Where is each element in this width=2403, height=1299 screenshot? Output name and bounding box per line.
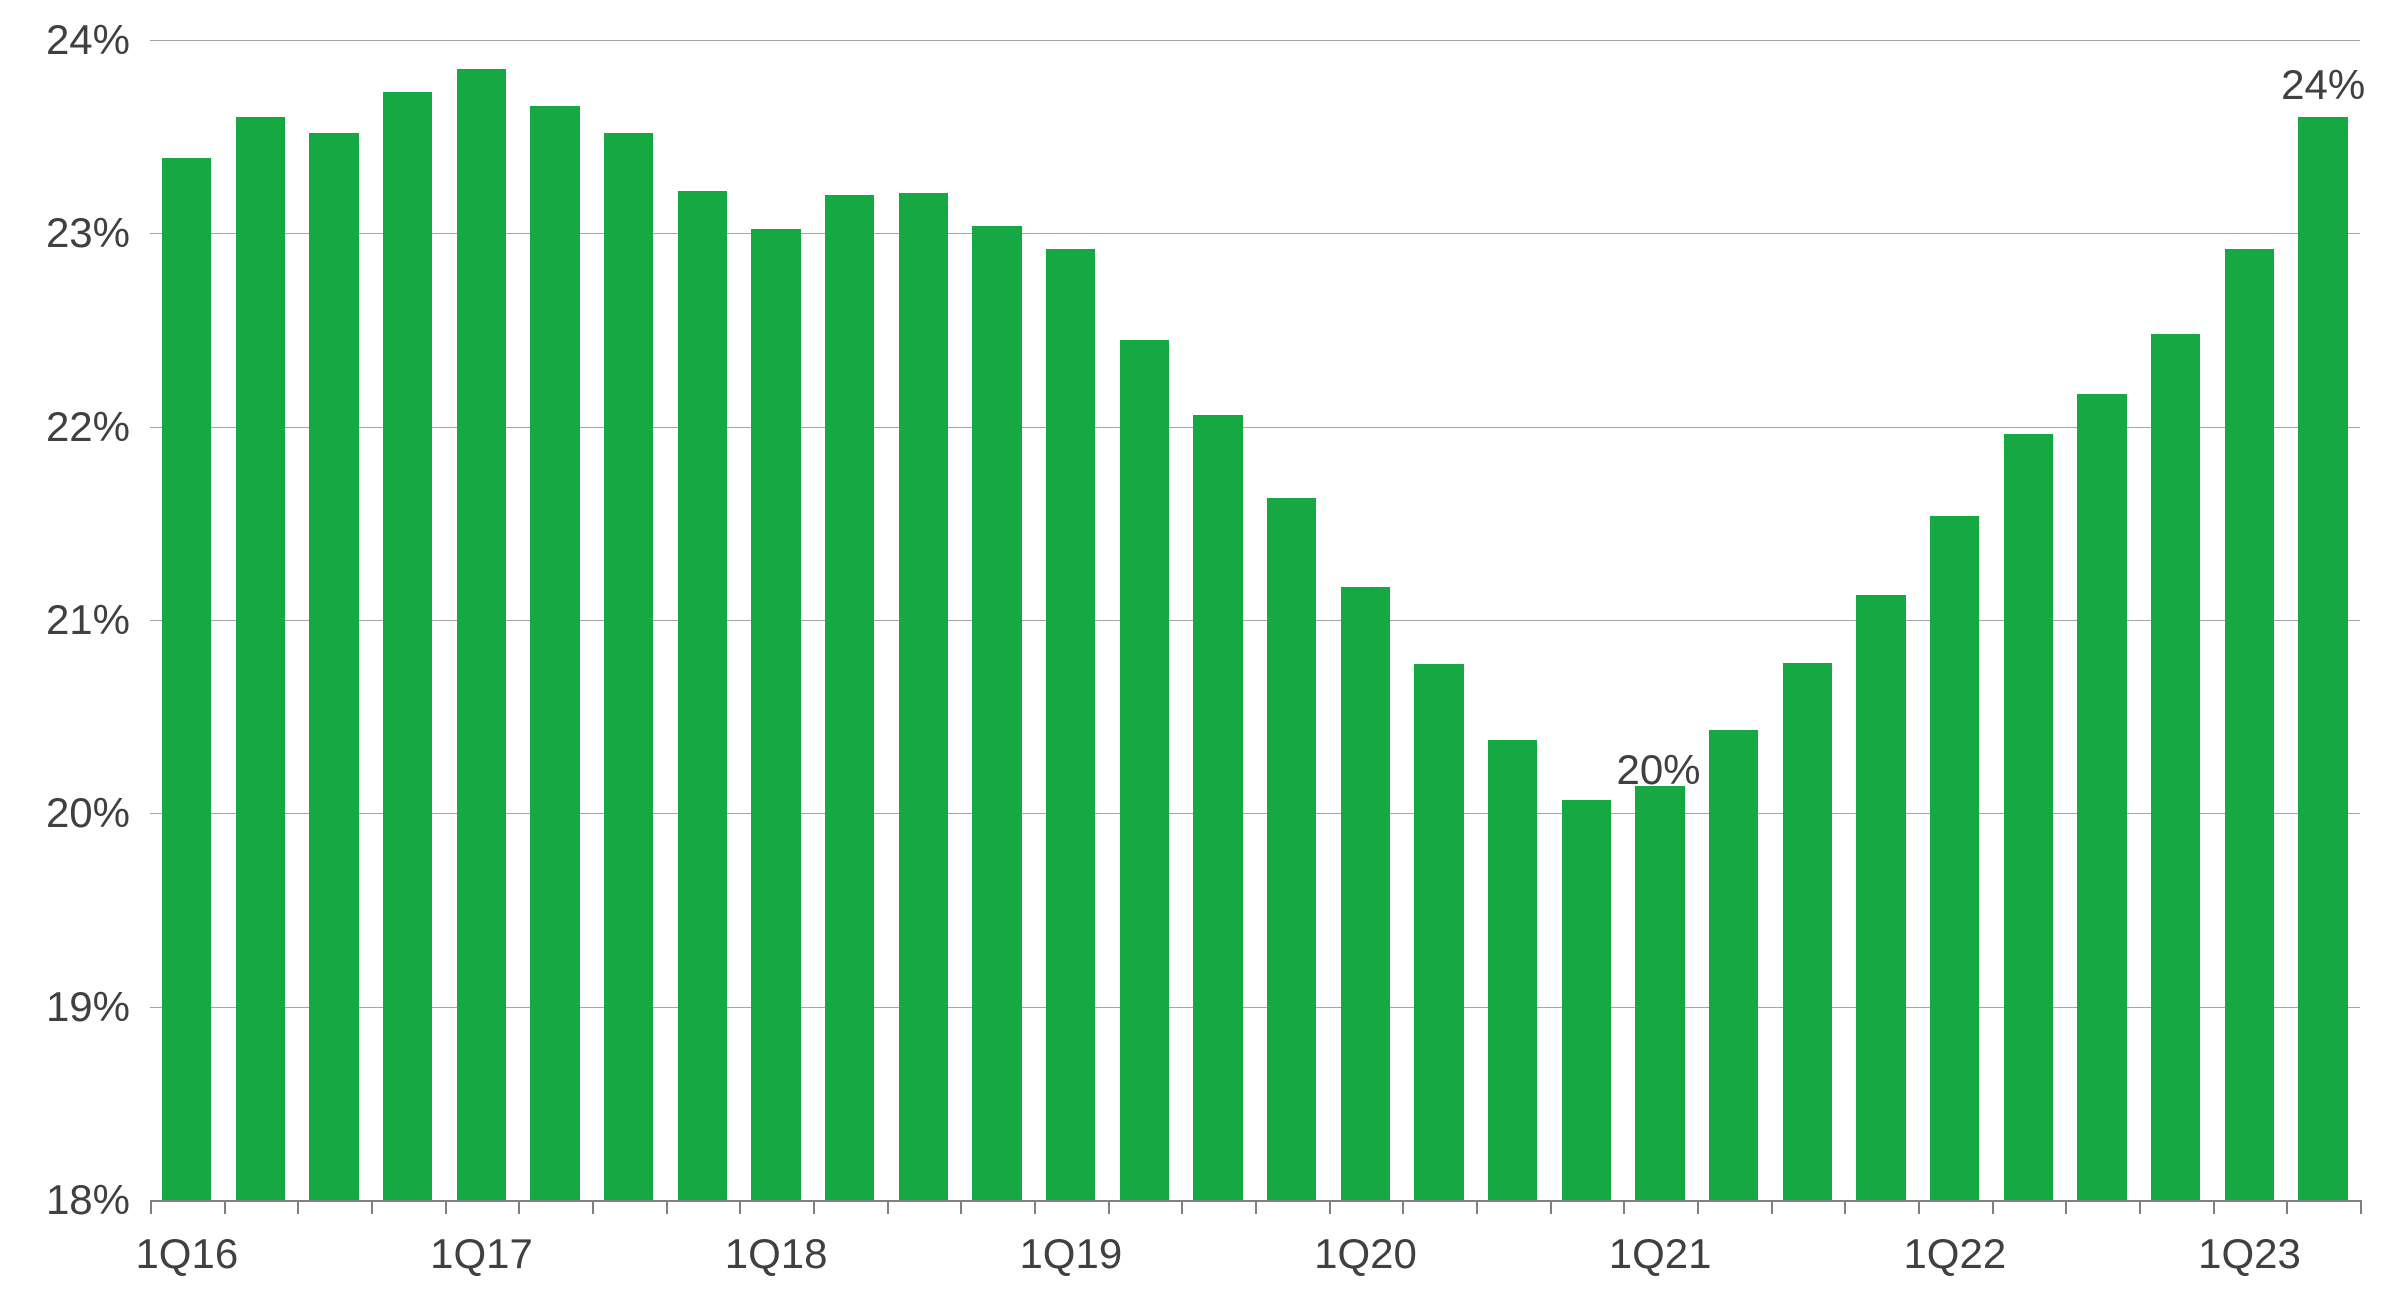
x-tick-mark bbox=[960, 1200, 962, 1214]
x-tick-mark bbox=[1402, 1200, 1404, 1214]
bar bbox=[457, 69, 506, 1200]
x-tick-mark bbox=[297, 1200, 299, 1214]
bar bbox=[2298, 117, 2347, 1200]
bar bbox=[236, 117, 285, 1200]
gridline bbox=[150, 40, 2360, 41]
x-tick-mark bbox=[666, 1200, 668, 1214]
x-tick-mark bbox=[1697, 1200, 1699, 1214]
bar bbox=[1193, 415, 1242, 1200]
bar bbox=[2151, 334, 2200, 1200]
bar bbox=[751, 229, 800, 1200]
x-tick-label: 1Q20 bbox=[1314, 1230, 1417, 1278]
bar bbox=[899, 193, 948, 1200]
bar bbox=[1414, 664, 1463, 1200]
bar bbox=[383, 92, 432, 1200]
x-tick-mark bbox=[1108, 1200, 1110, 1214]
bar bbox=[1562, 800, 1611, 1200]
x-tick-label: 1Q22 bbox=[1903, 1230, 2006, 1278]
y-tick-label: 19% bbox=[0, 983, 130, 1031]
x-tick-label: 1Q23 bbox=[2198, 1230, 2301, 1278]
bar bbox=[604, 133, 653, 1200]
bar-data-label: 20% bbox=[1616, 746, 1700, 794]
bar bbox=[1635, 786, 1684, 1200]
bar bbox=[309, 133, 358, 1200]
x-tick-mark bbox=[1034, 1200, 1036, 1214]
x-tick-mark bbox=[224, 1200, 226, 1214]
x-tick-mark bbox=[371, 1200, 373, 1214]
bar bbox=[2077, 394, 2126, 1200]
x-tick-mark bbox=[2213, 1200, 2215, 1214]
bar bbox=[972, 226, 1021, 1200]
bar bbox=[1120, 340, 1169, 1200]
x-tick-mark bbox=[2065, 1200, 2067, 1214]
x-tick-mark bbox=[1771, 1200, 1773, 1214]
x-tick-mark bbox=[887, 1200, 889, 1214]
x-tick-mark bbox=[1623, 1200, 1625, 1214]
x-tick-mark bbox=[592, 1200, 594, 1214]
bar bbox=[1856, 595, 1905, 1200]
x-tick-mark bbox=[739, 1200, 741, 1214]
x-tick-mark bbox=[2286, 1200, 2288, 1214]
bar bbox=[2004, 434, 2053, 1200]
x-tick-mark bbox=[813, 1200, 815, 1214]
x-tick-label: 1Q17 bbox=[430, 1230, 533, 1278]
x-tick-mark bbox=[1181, 1200, 1183, 1214]
x-tick-mark bbox=[1844, 1200, 1846, 1214]
x-tick-mark bbox=[1476, 1200, 1478, 1214]
y-tick-label: 21% bbox=[0, 596, 130, 644]
x-tick-mark bbox=[1550, 1200, 1552, 1214]
bar bbox=[162, 158, 211, 1200]
x-tick-label: 1Q21 bbox=[1609, 1230, 1712, 1278]
bar bbox=[1341, 587, 1390, 1200]
bar bbox=[825, 195, 874, 1200]
plot-area bbox=[150, 40, 2360, 1200]
x-tick-mark bbox=[150, 1200, 152, 1214]
bar-data-label: 24% bbox=[2281, 61, 2365, 109]
x-tick-mark bbox=[1255, 1200, 1257, 1214]
bar bbox=[2225, 249, 2274, 1200]
bar bbox=[1930, 516, 1979, 1200]
bar bbox=[1709, 730, 1758, 1200]
y-tick-label: 24% bbox=[0, 16, 130, 64]
x-tick-mark bbox=[518, 1200, 520, 1214]
x-tick-label: 1Q19 bbox=[1019, 1230, 1122, 1278]
bar bbox=[530, 106, 579, 1200]
y-tick-label: 23% bbox=[0, 209, 130, 257]
y-tick-label: 22% bbox=[0, 403, 130, 451]
x-tick-mark bbox=[2360, 1200, 2362, 1214]
bar bbox=[1488, 740, 1537, 1200]
bar bbox=[1267, 498, 1316, 1200]
x-tick-mark bbox=[1992, 1200, 1994, 1214]
bar bbox=[1046, 249, 1095, 1200]
bar bbox=[678, 191, 727, 1200]
y-tick-label: 18% bbox=[0, 1176, 130, 1224]
x-tick-label: 1Q18 bbox=[725, 1230, 828, 1278]
bar-chart: 18% 19% 20% 21% 22% 23% 24% 1Q16 1Q17 1Q18 1Q19 1Q2… bbox=[0, 0, 2403, 1299]
x-tick-label: 1Q16 bbox=[135, 1230, 238, 1278]
bar bbox=[1783, 663, 1832, 1200]
x-tick-mark bbox=[2139, 1200, 2141, 1214]
x-tick-mark bbox=[445, 1200, 447, 1214]
x-tick-mark bbox=[1918, 1200, 1920, 1214]
x-tick-mark bbox=[1329, 1200, 1331, 1214]
y-tick-label: 20% bbox=[0, 789, 130, 837]
